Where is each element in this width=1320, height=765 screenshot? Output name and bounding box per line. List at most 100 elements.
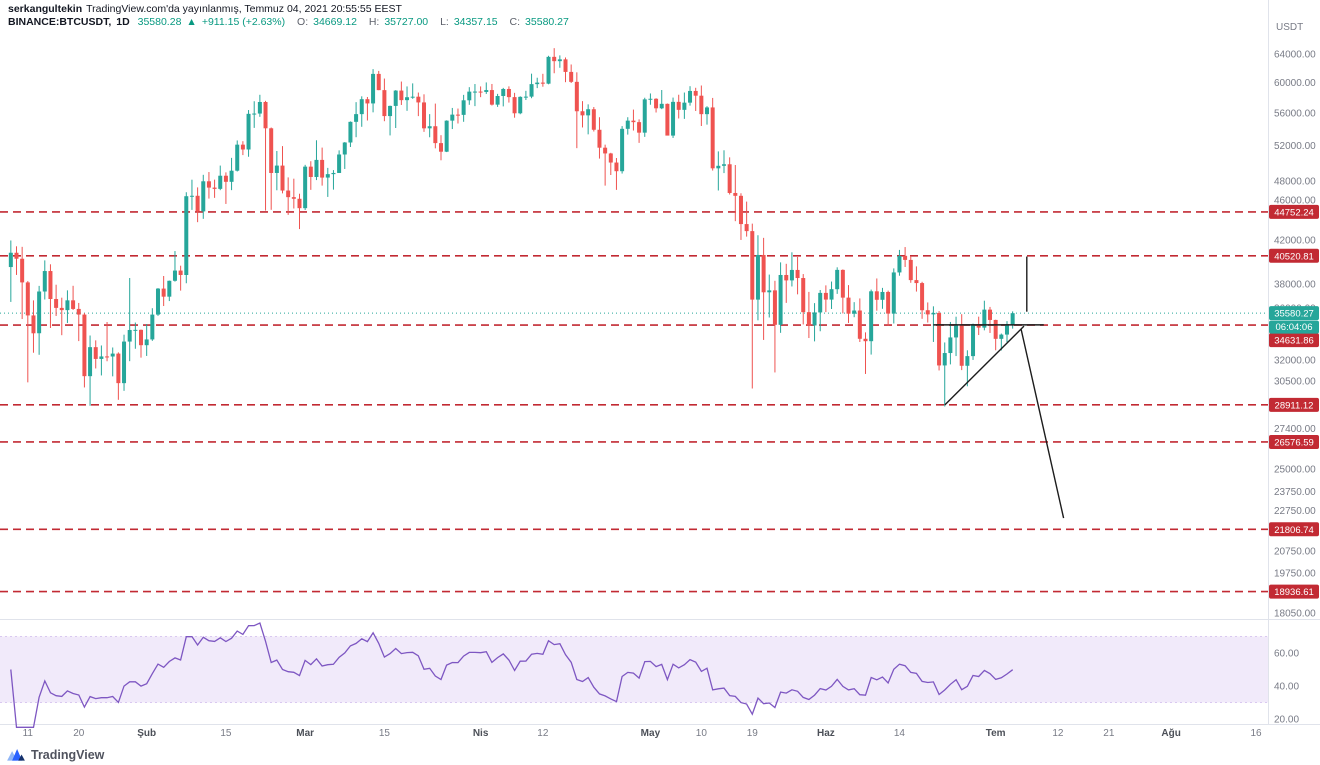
candle-body <box>433 126 438 144</box>
candle-body <box>648 98 653 100</box>
candle-body <box>427 126 432 129</box>
svg-text:34631.86: 34631.86 <box>1274 336 1314 347</box>
candle-body <box>122 341 127 384</box>
candle-body <box>416 96 421 103</box>
candle-body <box>229 170 234 182</box>
price-level-label <box>1269 204 1319 219</box>
candle-body <box>659 103 664 109</box>
candle-body <box>354 114 359 122</box>
symbol-name[interactable]: BINANCE:BTCUSDT, <box>8 16 112 28</box>
candle-body <box>654 98 659 109</box>
candle-body <box>608 153 613 163</box>
candle-body <box>365 99 370 104</box>
rising-support-trendline <box>944 325 1025 406</box>
candle-body <box>829 289 834 300</box>
candle-body <box>682 102 687 110</box>
svg-text:27400.00: 27400.00 <box>1274 424 1316 435</box>
svg-text:18050.00: 18050.00 <box>1274 608 1316 619</box>
svg-text:46000.00: 46000.00 <box>1274 195 1316 206</box>
svg-text:19: 19 <box>747 728 759 739</box>
svg-text:12: 12 <box>537 728 549 739</box>
candle-body <box>903 255 908 260</box>
price-level-label <box>1269 434 1319 449</box>
candle-body <box>603 147 608 154</box>
candle-body <box>540 82 545 84</box>
interval-label[interactable]: 1D <box>116 16 130 28</box>
candle-body <box>161 288 166 297</box>
candle-body <box>189 195 194 197</box>
candle-body <box>172 270 177 281</box>
tradingview-brand[interactable]: TradingView <box>31 747 105 762</box>
candle-body <box>155 288 160 315</box>
candle-body <box>280 165 285 191</box>
open-value: 34669.12 <box>313 16 357 28</box>
candle-body <box>14 252 19 259</box>
candle-body <box>314 159 319 177</box>
svg-text:15: 15 <box>379 728 391 739</box>
countdown-label <box>1269 320 1319 334</box>
svg-text:38000.00: 38000.00 <box>1274 280 1316 291</box>
candle-body <box>546 56 551 84</box>
candle-body <box>263 101 268 129</box>
candle-body <box>393 90 398 106</box>
svg-text:Şub: Şub <box>137 728 156 739</box>
support-resistance-lines[interactable] <box>0 211 1268 593</box>
candle-body <box>371 73 376 104</box>
candle-body <box>274 165 279 173</box>
candle-body <box>54 298 59 308</box>
candle-body <box>88 347 93 377</box>
candle-body <box>31 315 36 334</box>
candle-body <box>908 259 913 281</box>
last-price-value: 35580.28 <box>137 16 182 28</box>
candle-body <box>201 181 206 212</box>
candle-body <box>869 291 874 342</box>
candle-body <box>246 113 251 150</box>
candle-body <box>886 291 891 314</box>
candle-body <box>405 97 410 101</box>
candle-body <box>552 56 557 62</box>
candle-body <box>557 59 562 62</box>
svg-text:60000.00: 60000.00 <box>1274 78 1316 89</box>
candle-body <box>993 319 998 339</box>
rsi-band <box>0 636 1268 703</box>
candle-body <box>484 90 489 92</box>
candle-body <box>218 175 223 189</box>
low-label: L: <box>440 16 449 28</box>
candle-body <box>931 312 936 315</box>
candle-body <box>506 88 511 98</box>
svg-text:28911.12: 28911.12 <box>1275 400 1314 411</box>
candle-body <box>133 329 138 331</box>
price-axis[interactable]: USDT 64000.00 60000.00 56000.00 52000.00 4800… <box>1269 22 1319 726</box>
svg-text:Haz: Haz <box>817 728 835 739</box>
candle-body <box>127 329 132 342</box>
price-level-label <box>1269 333 1319 348</box>
time-axis[interactable]: 11 20 Şub 15 Mar 15 Nis 12 May 10 19 Haz 14 Tem 12 21 Ağ… <box>23 728 1262 739</box>
trend-drawings[interactable] <box>933 256 1065 519</box>
tradingview-logo-icon[interactable] <box>6 747 26 762</box>
svg-text:USDT: USDT <box>1276 22 1303 33</box>
candle-body <box>625 120 630 129</box>
candle-body <box>110 353 115 357</box>
svg-text:64000.00: 64000.00 <box>1274 50 1316 61</box>
candle-body <box>642 99 647 133</box>
svg-text:Nis: Nis <box>473 728 489 739</box>
candle-body <box>348 121 353 143</box>
candle-body <box>489 90 494 105</box>
svg-text:48000.00: 48000.00 <box>1274 177 1316 188</box>
svg-text:16: 16 <box>1250 728 1262 739</box>
candle-body <box>438 143 443 152</box>
candle-body <box>846 297 851 314</box>
svg-text:60.00: 60.00 <box>1274 649 1299 660</box>
candlesticks[interactable] <box>8 48 1015 407</box>
candle-body <box>382 90 387 117</box>
author-name: serkangultekin <box>8 3 83 15</box>
candle-body <box>178 270 183 275</box>
candle-body <box>665 103 670 136</box>
last-price-label <box>1269 306 1319 321</box>
candle-body <box>812 312 817 326</box>
candle-body <box>150 314 155 340</box>
candle-body <box>772 290 777 325</box>
svg-text:20750.00: 20750.00 <box>1274 547 1316 558</box>
